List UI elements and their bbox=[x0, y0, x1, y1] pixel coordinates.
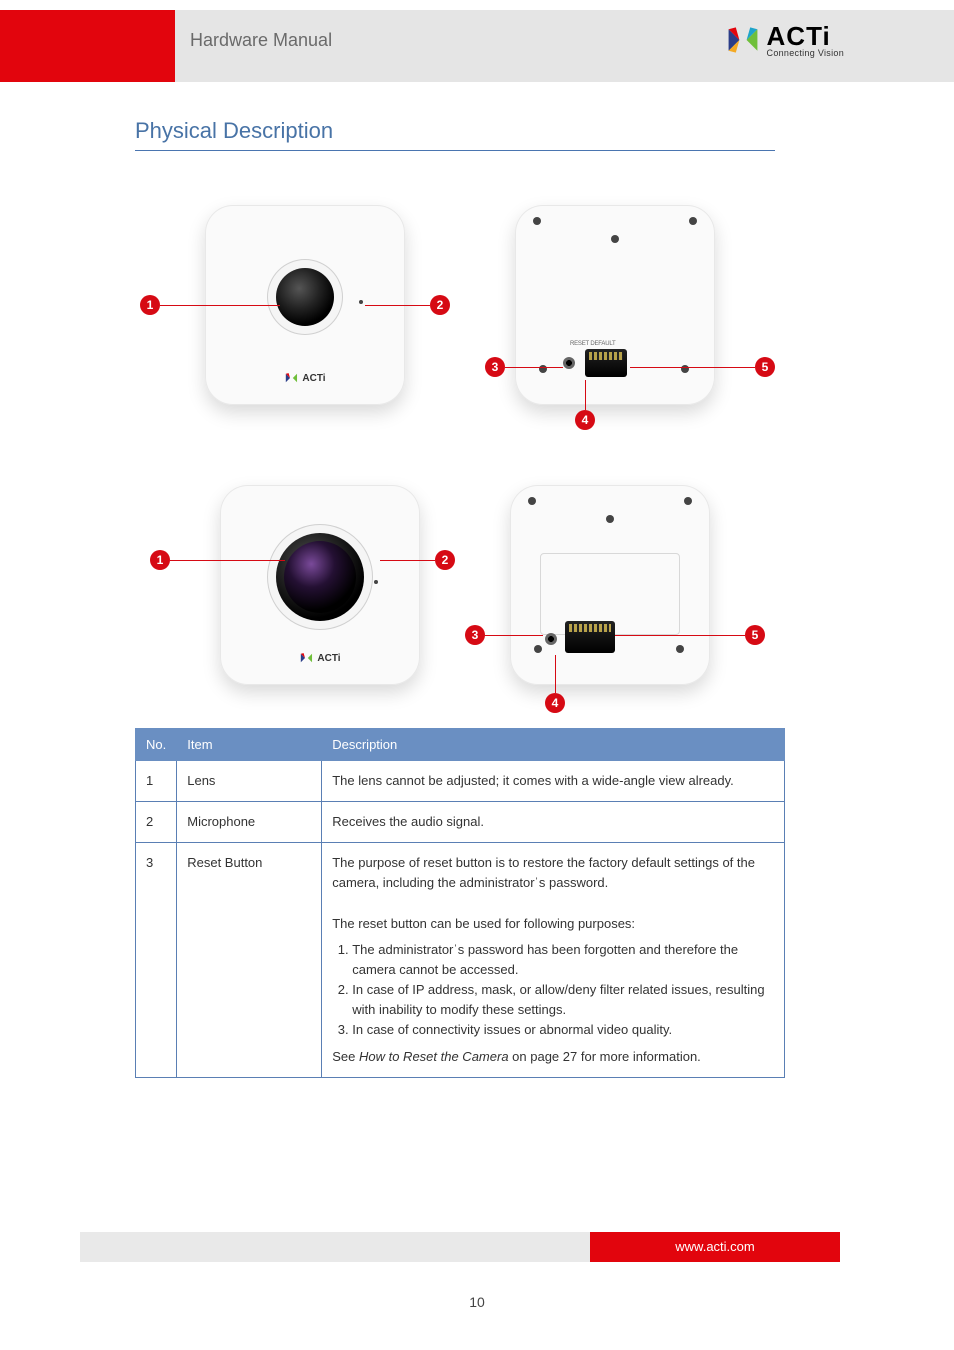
leader-line bbox=[170, 560, 285, 561]
table-row: 3 Reset Button The purpose of reset butt… bbox=[136, 843, 785, 1077]
page-number: 10 bbox=[469, 1294, 485, 1310]
microphone-dot-icon bbox=[359, 300, 363, 304]
acti-logo-icon bbox=[725, 22, 761, 58]
leader-line bbox=[505, 367, 563, 368]
cell-desc: The lens cannot be adjusted; it comes wi… bbox=[322, 761, 785, 802]
manual-title: Hardware Manual bbox=[190, 30, 332, 51]
ethernet-port-icon bbox=[585, 349, 627, 377]
brand-logo: ACTi Connecting Vision bbox=[725, 22, 844, 58]
th-desc: Description bbox=[322, 729, 785, 761]
camera-back-large bbox=[510, 485, 710, 685]
footer-bar bbox=[80, 1232, 590, 1262]
cell-desc: Receives the audio signal. bbox=[322, 802, 785, 843]
section-rule bbox=[135, 150, 775, 151]
callout-4: 4 bbox=[575, 410, 595, 430]
camera-front-large: ACTi bbox=[220, 485, 420, 685]
cell-item: Reset Button bbox=[177, 843, 322, 1077]
callout-5: 5 bbox=[755, 357, 775, 377]
diagram-area: ACTi RESET DEFAULT 1 2 3 4 5 bbox=[135, 175, 790, 715]
front-logo-text: ACTi bbox=[317, 653, 340, 664]
cell-no: 1 bbox=[136, 761, 177, 802]
th-no: No. bbox=[136, 729, 177, 761]
footer-url: www.acti.com bbox=[590, 1232, 840, 1262]
cell-desc: The purpose of reset button is to restor… bbox=[322, 843, 785, 1077]
lens-icon bbox=[276, 268, 334, 326]
reset-button-icon bbox=[563, 357, 575, 369]
callout-4: 4 bbox=[545, 693, 565, 713]
leader-line bbox=[160, 305, 280, 306]
callout-2: 2 bbox=[435, 550, 455, 570]
cell-item: Lens bbox=[177, 761, 322, 802]
lens-icon bbox=[276, 533, 364, 621]
ethernet-port-icon bbox=[565, 621, 615, 653]
leader-line bbox=[365, 305, 430, 306]
callout-5: 5 bbox=[745, 625, 765, 645]
parts-table: No. Item Description 1 Lens The lens can… bbox=[135, 728, 785, 1078]
front-acti-logo: ACTi bbox=[299, 651, 340, 665]
leader-line bbox=[630, 367, 755, 368]
microphone-dot-icon bbox=[374, 580, 378, 584]
callout-2: 2 bbox=[430, 295, 450, 315]
camera-back-small: RESET DEFAULT bbox=[515, 205, 715, 405]
table-row: 1 Lens The lens cannot be adjusted; it c… bbox=[136, 761, 785, 802]
leader-line bbox=[615, 635, 745, 636]
header-red-block bbox=[0, 10, 175, 82]
camera-pair-large: ACTi 1 2 3 4 5 bbox=[135, 455, 790, 715]
callout-3: 3 bbox=[465, 625, 485, 645]
table-row: 2 Microphone Receives the audio signal. bbox=[136, 802, 785, 843]
reset-button-icon bbox=[545, 633, 557, 645]
cell-no: 2 bbox=[136, 802, 177, 843]
callout-3: 3 bbox=[485, 357, 505, 377]
leader-line bbox=[380, 560, 435, 561]
leader-line bbox=[585, 380, 586, 410]
logo-brand-text: ACTi bbox=[767, 23, 844, 49]
logo-tagline: Connecting Vision bbox=[767, 49, 844, 58]
cell-item: Microphone bbox=[177, 802, 322, 843]
cell-no: 3 bbox=[136, 843, 177, 1077]
leader-line bbox=[485, 635, 543, 636]
camera-pair-small: ACTi RESET DEFAULT 1 2 3 4 5 bbox=[135, 175, 790, 435]
callout-1: 1 bbox=[150, 550, 170, 570]
front-acti-logo: ACTi bbox=[284, 371, 325, 385]
front-logo-text: ACTi bbox=[302, 373, 325, 384]
leader-line bbox=[555, 655, 556, 693]
callout-1: 1 bbox=[140, 295, 160, 315]
th-item: Item bbox=[177, 729, 322, 761]
section-heading: Physical Description bbox=[135, 118, 333, 144]
